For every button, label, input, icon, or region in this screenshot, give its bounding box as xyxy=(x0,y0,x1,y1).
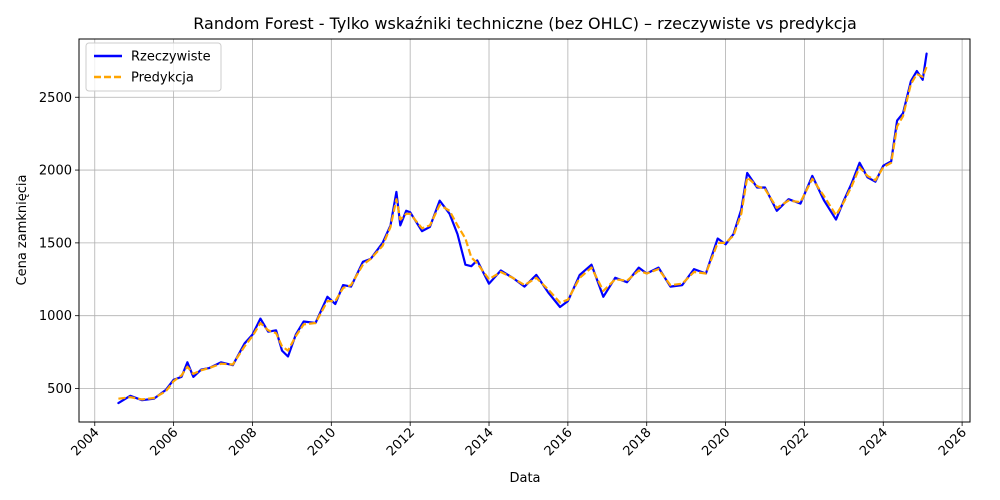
x-tick-label: 2014 xyxy=(463,425,497,459)
x-tick-label: 2016 xyxy=(542,425,576,459)
x-axis: 2004 2006 2008 2010 2012 2014 2016 2018 2020 2022… xyxy=(69,422,970,459)
x-tick-label: 2006 xyxy=(147,425,181,459)
y-tick-label: 1500 xyxy=(39,236,72,251)
x-axis-label: Data xyxy=(509,471,540,486)
chart-title: Random Forest - Tylko wskaźniki technicz… xyxy=(193,14,857,33)
legend: Rzeczywiste Predykcja xyxy=(85,42,222,92)
y-axis: 500 1000 1500 2000 2500 xyxy=(39,91,79,397)
plot-frame xyxy=(78,38,971,423)
y-tick-label: 2000 xyxy=(39,164,72,179)
x-tick-label: 2024 xyxy=(857,425,891,459)
legend-label-predykcja: Predykcja xyxy=(131,71,194,86)
x-tick-label: 2004 xyxy=(69,425,103,459)
y-tick-label: 500 xyxy=(47,382,72,397)
x-tick-label: 2026 xyxy=(936,425,970,459)
legend-label-rzeczywiste: Rzeczywiste xyxy=(131,50,211,65)
y-tick-label: 2500 xyxy=(39,91,72,106)
x-tick-label: 2022 xyxy=(778,425,812,459)
x-tick-label: 2018 xyxy=(621,425,655,459)
y-axis-label: Cena zamknięcia xyxy=(15,175,30,286)
series-line-rzeczywiste xyxy=(117,52,928,405)
series-lines xyxy=(117,52,928,405)
x-tick-label: 2010 xyxy=(305,425,339,459)
series-line-predykcja xyxy=(118,66,928,401)
x-tick-label: 2012 xyxy=(384,425,418,459)
x-tick-label: 2020 xyxy=(699,425,733,459)
x-tick-label: 2008 xyxy=(226,425,260,459)
y-tick-label: 1000 xyxy=(39,309,72,324)
grid-lines xyxy=(79,39,970,422)
